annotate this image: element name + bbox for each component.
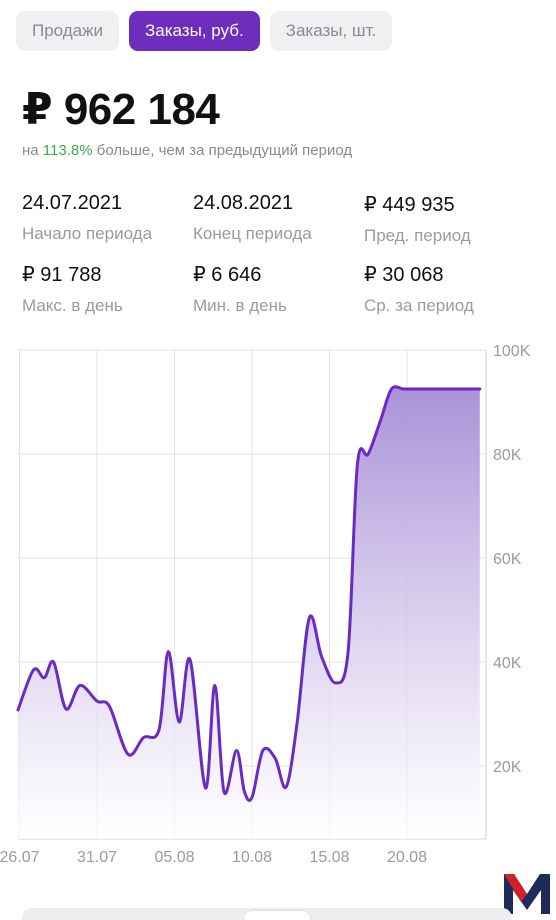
x-tick-label: 15.08: [309, 849, 349, 866]
orders-chart[interactable]: 20K 40K 60K 80K 100K 26.07 31.07 05.08 10.08 15.0…: [0, 340, 556, 870]
stat-value: ₽ 6 646: [193, 264, 262, 286]
stat-period-end: 24.08.2021 Конец периода: [193, 192, 312, 244]
comparison-suffix: больше, чем за предыдущий период: [92, 142, 353, 159]
x-tick-label: 26.07: [0, 849, 40, 866]
stat-previous-period: ₽ 449 935 Пред. период: [364, 192, 471, 246]
comparison-prefix: на: [22, 142, 43, 159]
stat-value: 24.07.2021: [22, 192, 123, 214]
tab-orders-pcs[interactable]: Заказы, шт.: [269, 11, 393, 51]
y-tick-label: 20K: [493, 759, 522, 776]
x-tick-label: 10.08: [232, 849, 272, 866]
stat-label: Конец периода: [193, 224, 312, 243]
stat-label: Макс. в день: [22, 296, 123, 315]
stat-value: ₽ 449 935: [364, 194, 455, 216]
x-tick-label: 31.07: [77, 849, 117, 866]
tab-sales[interactable]: Продажи: [16, 11, 119, 51]
comparison-percent: 113.8%: [42, 142, 93, 159]
brand-logo: [504, 874, 550, 914]
y-tick-label: 80K: [493, 447, 522, 464]
chart-area-fill: [18, 386, 480, 839]
stat-label: Начало периода: [22, 224, 153, 243]
stat-min-per-day: ₽ 6 646 Мин. в день: [193, 262, 287, 316]
tab-orders-rub[interactable]: Заказы, руб.: [129, 11, 260, 51]
y-tick-label: 60K: [493, 551, 522, 568]
tab-bar: Продажи Заказы, руб. Заказы, шт.: [16, 11, 393, 51]
stat-label: Ср. за период: [364, 296, 474, 315]
stat-label: Мин. в день: [193, 296, 287, 315]
x-tick-label: 20.08: [387, 849, 427, 866]
chart-series-line: [16, 385, 482, 802]
total-amount: ₽ 962 184: [22, 85, 220, 134]
period-comparison: на 113.8% больше, чем за предыдущий пери…: [22, 142, 352, 159]
y-tick-label: 100K: [493, 343, 531, 360]
stat-label: Пред. период: [364, 226, 471, 245]
orders-chart-svg: 20K 40K 60K 80K 100K 26.07 31.07 05.08 10.08 15.0…: [0, 343, 531, 866]
stat-max-per-day: ₽ 91 788 Макс. в день: [22, 262, 123, 316]
stat-period-start: 24.07.2021 Начало периода: [22, 192, 152, 244]
stat-value: 24.08.2021: [193, 192, 294, 214]
bottom-segment-selected[interactable]: [244, 911, 310, 920]
y-tick-label: 40K: [493, 655, 522, 672]
stat-value: ₽ 91 788: [22, 264, 102, 286]
x-tick-label: 05.08: [154, 849, 194, 866]
stat-value: ₽ 30 068: [364, 264, 444, 286]
stat-avg-per-period: ₽ 30 068 Ср. за период: [364, 262, 474, 316]
